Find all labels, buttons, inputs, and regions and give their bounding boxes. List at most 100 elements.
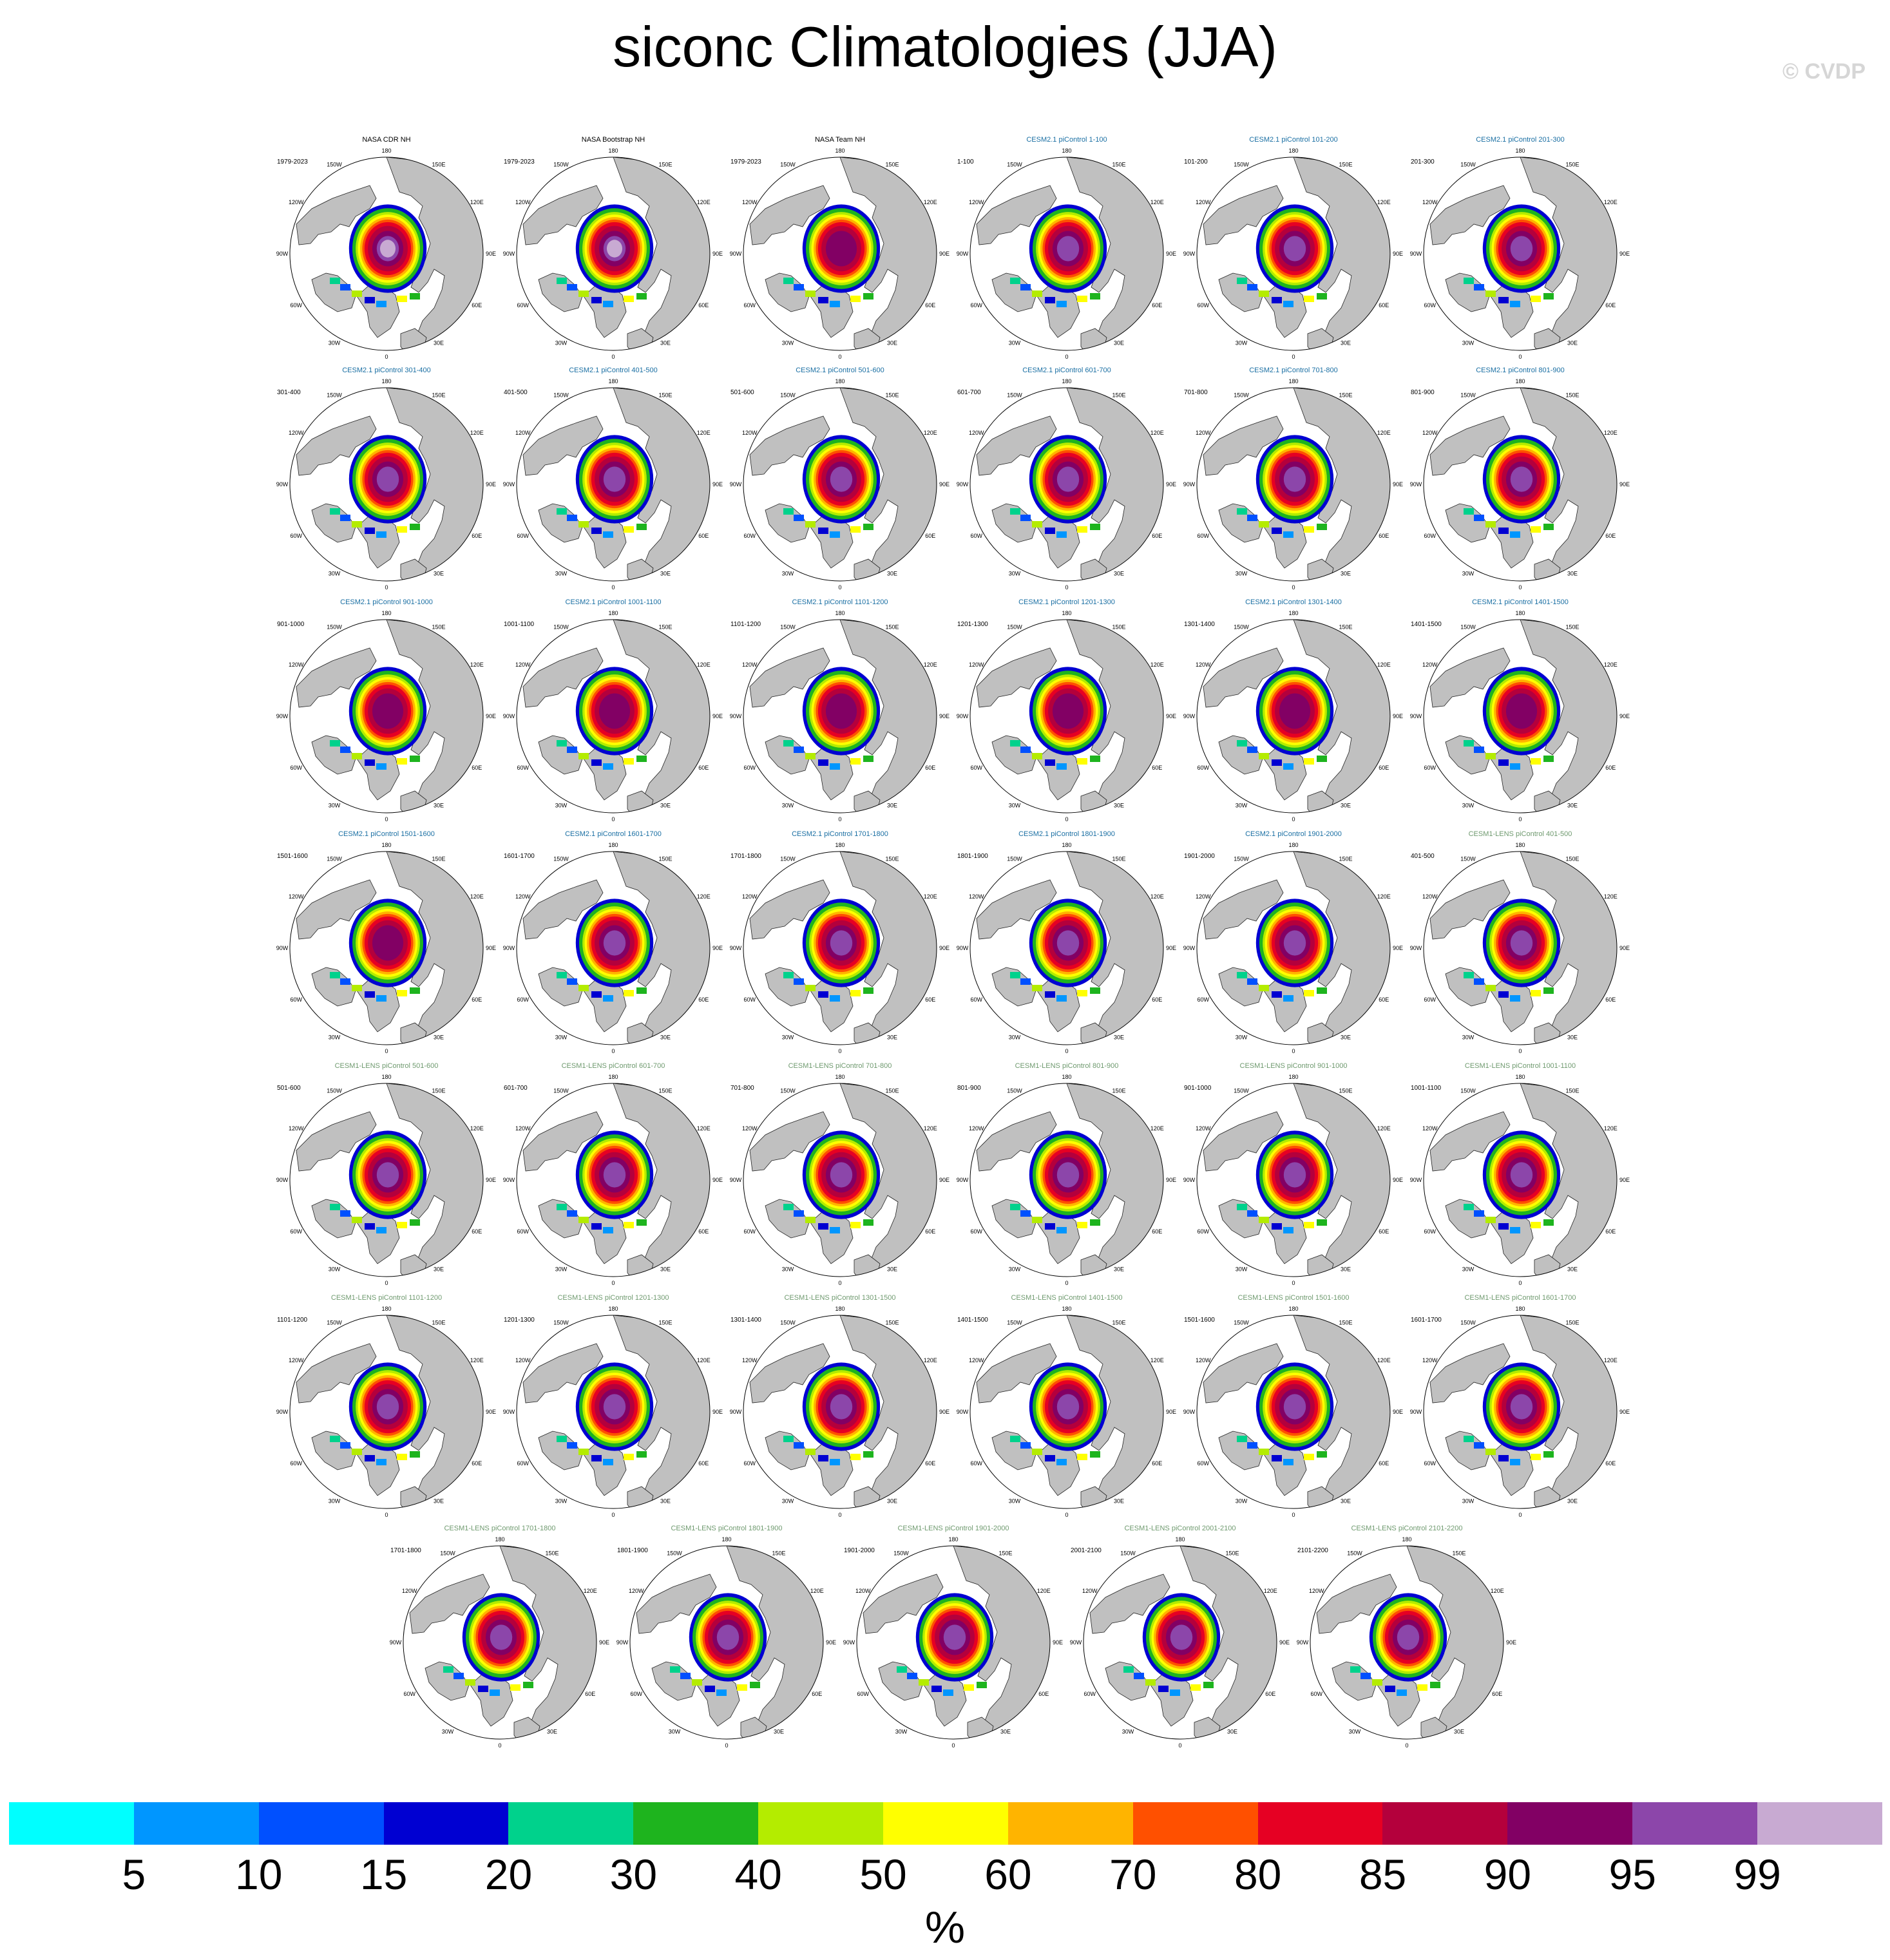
map-boundary — [516, 851, 711, 1045]
map-area — [1424, 852, 1617, 1045]
longitude-label: 90E — [939, 713, 950, 719]
longitude-label: 150E — [1112, 623, 1125, 630]
sea-ice-cell — [330, 508, 340, 515]
longitude-label: 120W — [1309, 1588, 1324, 1594]
polar-map: 180 0 150W 150E 120W 120E 90W 90E 60W 60E 30W 30E — [730, 1074, 950, 1286]
panel-period: 101-200 — [1184, 158, 1208, 166]
sea-ice-cell — [1510, 995, 1520, 1002]
land-mass — [1203, 415, 1284, 476]
longitude-label: 60E — [698, 302, 709, 309]
longitude-label: 90W — [730, 481, 742, 488]
land-mass — [538, 272, 583, 312]
longitude-label: 30E — [1567, 571, 1578, 577]
map-panel: NASA CDR NH 180 0 150W 150E 120W 120E 90W 90E 60W… — [273, 135, 500, 361]
land-mass — [991, 1431, 1036, 1470]
panel-grid: NASA CDR NH 180 0 150W 150E 120W 120E 90W 90E 60W… — [273, 135, 1634, 1749]
longitude-label: 90E — [1166, 481, 1176, 488]
longitude-label: 60E — [1379, 1228, 1389, 1235]
land-mass — [749, 415, 830, 476]
longitude-label: 30W — [1009, 1034, 1021, 1041]
map-panel: CESM2.1 piControl 201-300 180 0 150W 150E 120… — [1407, 135, 1634, 361]
sea-ice-contour — [1397, 1624, 1420, 1650]
sea-ice-cell — [376, 1459, 387, 1465]
longitude-label: 120E — [1604, 661, 1618, 668]
map-area — [517, 620, 710, 813]
map-panel: CESM2.1 piControl 1001-1100 180 0 150W 150E 1… — [500, 598, 727, 823]
land-mass — [538, 967, 583, 1007]
sea-ice-cell — [705, 1686, 715, 1692]
panel-period: 1101-1200 — [730, 621, 761, 628]
sea-ice-cell — [443, 1666, 453, 1673]
longitude-label: 30E — [1114, 571, 1124, 577]
land-mass — [538, 1199, 583, 1239]
panel-title: NASA CDR NH — [362, 136, 411, 144]
sea-ice-cell — [1247, 1442, 1257, 1449]
sea-ice-cell — [1464, 508, 1474, 515]
sea-ice-contour — [376, 1162, 399, 1188]
longitude-label: 150E — [885, 1319, 899, 1326]
sea-ice-cell — [578, 1217, 589, 1223]
land-mass — [522, 879, 604, 940]
longitude-label: 60W — [1424, 1460, 1436, 1467]
polar-map: 180 0 150W 150E 120W 120E 90W 90E 60W 60E 30W 30E — [1410, 1074, 1630, 1286]
panel-title: CESM1-LENS piControl 901-1000 — [1239, 1062, 1348, 1070]
sea-ice-cell — [453, 1673, 464, 1679]
longitude-label: 60E — [1152, 533, 1162, 539]
longitude-label: 120E — [924, 199, 937, 205]
land-mass — [1332, 1661, 1377, 1701]
longitude-label: 90W — [730, 1177, 742, 1183]
sea-ice-cell — [1272, 528, 1282, 534]
longitude-label: 30E — [1114, 1266, 1124, 1273]
longitude-label: 150W — [1234, 1319, 1249, 1326]
sea-ice-cell — [1543, 1219, 1554, 1226]
land-mass — [976, 1343, 1057, 1403]
colorbar-tick-label: 95 — [1608, 1851, 1656, 1898]
panel-title: CESM2.1 piControl 1801-1900 — [1018, 830, 1115, 838]
longitude-label: 90W — [957, 713, 969, 719]
sea-ice-cell — [340, 747, 350, 753]
longitude-label: 0 — [1065, 1048, 1068, 1054]
longitude-label: 120E — [1150, 1357, 1164, 1364]
longitude-label: 90E — [1166, 945, 1176, 951]
map-boundary — [969, 1315, 1164, 1509]
sea-ice-contour — [1510, 236, 1533, 262]
longitude-label: 0 — [1065, 584, 1068, 591]
colorbar-box — [9, 1802, 134, 1845]
polar-map: 180 0 150W 150E 120W 120E 90W 90E 60W 60E 30W 30E — [730, 842, 950, 1054]
map-panel: CESM2.1 piControl 1101-1200 180 0 150W 150E 1… — [727, 598, 953, 823]
map-area — [1310, 1546, 1503, 1739]
sea-ice-cell — [410, 524, 420, 530]
map-panel: CESM2.1 piControl 101-200 180 0 150W 150E 120… — [1180, 135, 1407, 361]
longitude-label: 150W — [1007, 392, 1022, 398]
polar-map: 180 0 150W 150E 120W 120E 90W 90E 60W 60E 30W 30E — [276, 1306, 496, 1518]
sea-ice-cell — [603, 301, 613, 307]
sea-ice-cell — [919, 1679, 929, 1686]
sea-ice-cell — [1317, 987, 1327, 994]
panel-period: 1501-1600 — [277, 853, 308, 860]
longitude-label: 60W — [1197, 1460, 1209, 1467]
colorbar-box — [883, 1802, 1008, 1845]
land-mass — [839, 852, 937, 1045]
longitude-label: 60W — [290, 996, 302, 1003]
longitude-label: 120W — [1196, 1357, 1211, 1364]
polar-map: 180 0 150W 150E 120W 120E 90W 90E 60W 60E 30W 30E — [957, 1306, 1176, 1518]
land-mass — [1066, 620, 1163, 813]
land-mass — [1293, 1083, 1390, 1277]
land-mass — [839, 388, 937, 581]
longitude-label: 150E — [1112, 392, 1125, 398]
land-mass — [749, 879, 830, 940]
longitude-label: 30W — [782, 1498, 794, 1505]
longitude-label: 60E — [925, 302, 935, 309]
longitude-label: 150E — [1339, 1087, 1352, 1094]
longitude-label: 150W — [327, 1319, 342, 1326]
sea-ice-cell — [1020, 747, 1031, 753]
sea-ice-cell — [591, 1455, 602, 1461]
sea-ice-cell — [1317, 1219, 1327, 1226]
map-panel: CESM1-LENS piControl 901-1000 180 0 150W 150… — [1180, 1061, 1407, 1287]
longitude-label: 150W — [553, 855, 569, 862]
map-boundary — [1196, 157, 1391, 351]
longitude-label: 30E — [660, 1266, 671, 1273]
panel-period: 1201-1300 — [504, 1317, 535, 1324]
longitude-label: 60E — [472, 1460, 482, 1467]
map-area — [517, 388, 710, 581]
